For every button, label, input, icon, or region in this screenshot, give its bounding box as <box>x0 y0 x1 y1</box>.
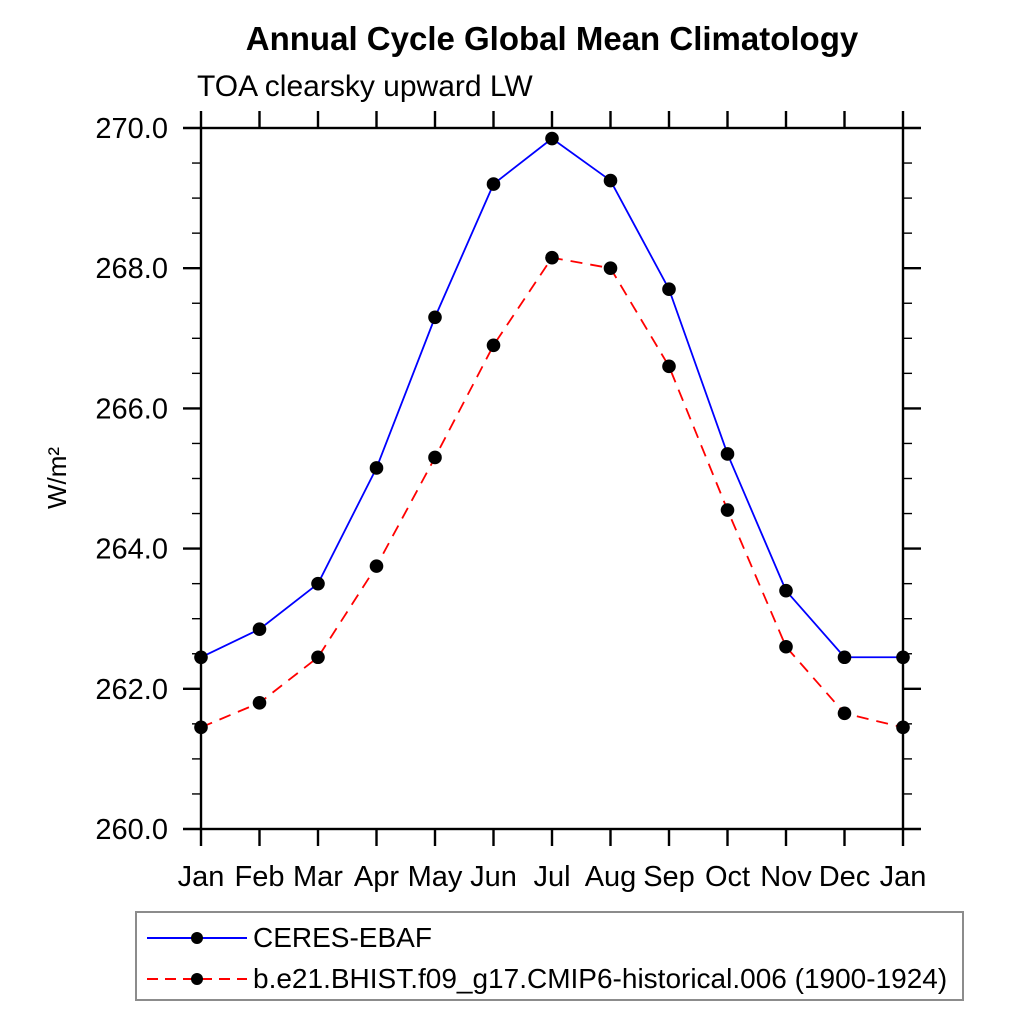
x-axis-tick-label: Jan <box>880 861 927 893</box>
series-0-marker <box>837 650 852 665</box>
series-line-0 <box>200 137 903 659</box>
series-0-marker <box>486 177 501 191</box>
series-0-marker <box>311 576 325 591</box>
legend-line-marker-swatch-blue <box>147 932 247 944</box>
chart-legend: CERES-EBAF b.e21.BHIST.f09_g17.CMIP6-his… <box>135 911 964 1001</box>
x-axis-tick-label: Nov <box>760 861 812 893</box>
series-1-marker <box>486 338 501 353</box>
series-0-marker <box>896 650 910 665</box>
series-0-marker <box>252 622 267 637</box>
series-line-1 <box>200 256 904 729</box>
x-axis-tick-label: Jan <box>178 861 225 893</box>
series-1-marker <box>311 650 325 665</box>
chart-subtitle: TOA clearsky upward LW <box>197 70 533 103</box>
series-0-marker <box>720 447 735 461</box>
series-0-marker <box>603 173 618 188</box>
series-1-marker <box>837 706 852 721</box>
series-1-marker <box>194 720 208 735</box>
series-1-marker <box>603 261 618 276</box>
y-axis-tick-label: 264.0 <box>95 534 168 566</box>
y-axis-tick-label: 260.0 <box>95 814 168 846</box>
plot-frame <box>199 126 905 831</box>
x-axis-tick-label: Mar <box>293 861 343 893</box>
series-1-marker <box>896 720 910 735</box>
x-axis-tick-label: Oct <box>705 861 750 893</box>
x-axis-tick-label: Sep <box>643 861 695 893</box>
legend-label: b.e21.BHIST.f09_g17.CMIP6-historical.006… <box>253 963 948 994</box>
series-0-marker <box>194 650 208 665</box>
x-axis-tick-label: May <box>408 861 463 893</box>
x-axis-tick-label: Aug <box>585 861 637 893</box>
x-axis-tick-label: Feb <box>235 861 285 893</box>
series-0-marker <box>545 131 559 146</box>
y-axis-tick-label: 262.0 <box>95 674 168 706</box>
y-axis-tick-label: 268.0 <box>95 253 168 285</box>
y-axis-label: W/m² <box>42 447 72 509</box>
series-1-marker <box>720 503 735 517</box>
x-axis-tick-label: Jul <box>533 861 570 893</box>
x-axis-tick-label: Apr <box>354 861 399 893</box>
legend-line-marker-swatch-red-dashed <box>147 973 247 985</box>
series-0-marker <box>369 461 384 475</box>
series-0-marker <box>662 282 676 297</box>
series-0-marker <box>428 310 442 325</box>
x-axis-tick-label: Dec <box>819 861 871 893</box>
series-1-marker <box>252 696 267 710</box>
legend-item-ceres-ebaf: CERES-EBAF <box>143 922 432 953</box>
y-axis-tick-label: 270.0 <box>95 113 168 145</box>
legend-item-model-run: b.e21.BHIST.f09_g17.CMIP6-historical.006… <box>143 963 948 994</box>
y-axis-tick-label: 266.0 <box>95 393 168 425</box>
legend-label: CERES-EBAF <box>253 922 432 953</box>
series-1-marker <box>662 359 676 374</box>
chart-title: Annual Cycle Global Mean Climatology <box>245 20 859 57</box>
x-axis-tick-label: Jun <box>470 861 517 893</box>
series-1-marker <box>369 559 384 573</box>
series-0-marker <box>779 583 793 598</box>
series-1-marker <box>545 250 559 265</box>
series-1-marker <box>779 639 793 654</box>
series-1-marker <box>428 450 442 465</box>
